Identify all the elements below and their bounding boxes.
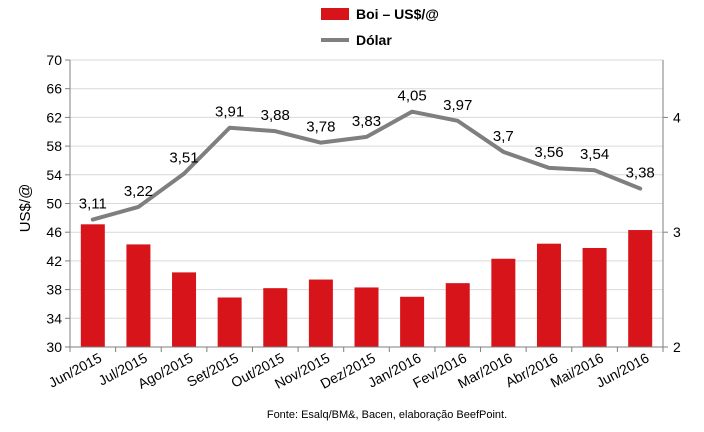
data-label: 3,22 <box>124 183 153 200</box>
y2-tick-label: 4 <box>673 109 681 125</box>
line-point <box>91 218 95 222</box>
bar <box>354 287 379 347</box>
line-series <box>90 109 643 222</box>
legend-label-dolar: Dólar <box>356 32 392 48</box>
y-tick-label: 38 <box>46 282 62 298</box>
y-tick-label: 30 <box>46 339 62 355</box>
data-label: 3,78 <box>306 119 335 136</box>
bar <box>582 247 607 347</box>
x-tick-label: Jun/2015 <box>46 349 105 390</box>
data-label: 3,7 <box>493 128 514 145</box>
line-point <box>593 168 597 172</box>
data-labels: 3,11 3,22 3,51 3,91 3,88 3,78 3,83 4,05 3,97 3,7 3… <box>79 88 655 213</box>
bar-series <box>80 224 653 347</box>
data-label: 3,97 <box>443 97 472 114</box>
line-point <box>182 172 186 176</box>
y2-tick-label: 3 <box>673 224 681 240</box>
y-tick-label: 58 <box>46 138 62 154</box>
bar <box>536 243 561 347</box>
bar <box>628 230 653 347</box>
y-tick-label: 42 <box>46 253 62 269</box>
y-tick-label: 62 <box>46 109 62 125</box>
line-point <box>273 129 277 133</box>
data-label: 4,05 <box>398 88 427 105</box>
gridlines <box>70 59 663 348</box>
data-label: 3,11 <box>79 196 107 213</box>
y-tick-label: 54 <box>46 167 62 183</box>
source-note: Fonte: Esalq/BM&, Bacen, elaboração Beef… <box>267 409 507 421</box>
y-tick-label: 70 <box>46 52 62 68</box>
line-point <box>638 187 642 191</box>
legend-label-boi: Boi – US$/@ <box>356 6 439 22</box>
data-label: 3,51 <box>169 150 198 167</box>
bar <box>172 272 197 347</box>
x-tick-label: Jun/2016 <box>593 349 652 390</box>
bar <box>80 224 105 347</box>
y-axis-label: US$/@ <box>17 184 34 233</box>
bar <box>217 297 242 347</box>
bar <box>491 258 516 347</box>
y-tick-label: 66 <box>46 81 62 97</box>
y-tick-label: 46 <box>46 224 62 240</box>
y-tick-label: 34 <box>46 310 62 326</box>
data-label: 3,38 <box>626 165 655 182</box>
legend: Boi – US$/@ Dólar <box>321 6 439 48</box>
line-point <box>319 141 323 145</box>
line-point <box>136 205 140 209</box>
data-label: 3,91 <box>215 104 244 121</box>
bar <box>445 283 470 347</box>
y-tick-label: 50 <box>46 196 62 212</box>
y2-tick-label: 2 <box>673 339 681 355</box>
line-point <box>410 110 414 114</box>
bar <box>400 296 425 347</box>
bar <box>308 279 333 347</box>
data-label: 3,54 <box>580 146 609 163</box>
legend-swatch-boi <box>321 8 349 20</box>
data-label: 3,88 <box>261 107 290 124</box>
line-point <box>365 135 368 139</box>
line-point <box>228 126 232 130</box>
data-label: 3,56 <box>534 144 563 161</box>
line-point <box>547 166 551 170</box>
line-point <box>456 119 460 123</box>
bar <box>126 244 151 347</box>
data-label: 3,83 <box>352 113 381 130</box>
line-point <box>501 150 505 154</box>
bar <box>263 288 288 347</box>
